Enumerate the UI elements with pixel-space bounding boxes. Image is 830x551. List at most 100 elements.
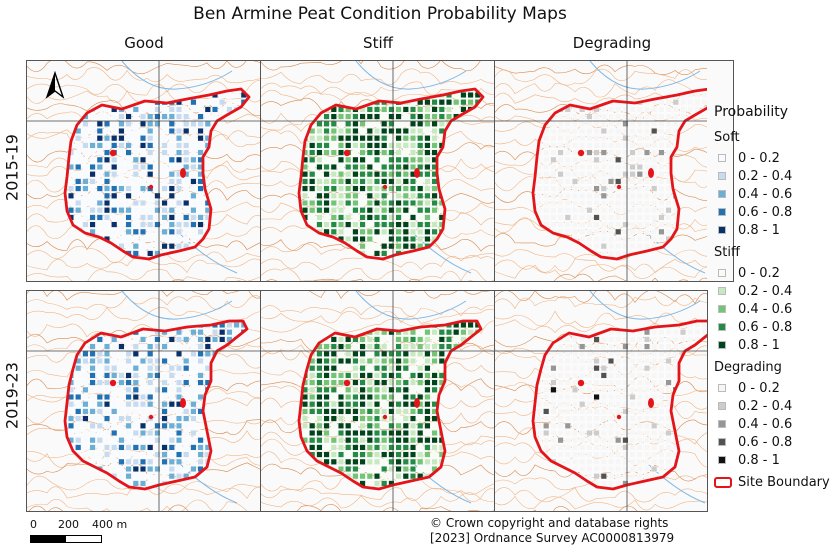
lochan-marker: [109, 149, 117, 157]
legend-title: Probability: [714, 104, 789, 120]
copyright-line-1: © Crown copyright and database rights: [430, 516, 669, 530]
legend-group-stiff: Stiff: [714, 245, 740, 260]
lochan-marker: [148, 184, 154, 190]
legend-range-label: 0 - 0.2: [738, 380, 780, 396]
legend-swatch: [718, 384, 726, 392]
lochan-marker: [648, 398, 654, 408]
legend-item-soft-1: 0.2 - 0.4: [714, 167, 830, 185]
legend-range-label: 0.2 - 0.4: [738, 168, 793, 184]
site-boundary: [297, 319, 483, 491]
lochan-marker: [648, 168, 654, 178]
lochan-marker: [577, 149, 585, 157]
legend-swatch: [718, 190, 726, 198]
legend-swatch: [718, 323, 726, 331]
lochan-marker: [343, 379, 351, 387]
stream-line: [121, 291, 233, 320]
legend-swatch: [718, 269, 726, 277]
legend-swatch: [718, 341, 726, 349]
site-boundary: [531, 87, 707, 261]
stream-line: [355, 61, 467, 90]
column-header-stiff: Stiff: [363, 34, 393, 52]
lochan-marker: [577, 379, 585, 387]
legend-range-label: 0.4 - 0.6: [738, 186, 793, 202]
copyright-line-2: [2023] Ordnance Survey AC0000813979: [430, 531, 675, 545]
legend-group-degrading: Degrading: [714, 360, 782, 375]
stream-line: [121, 61, 233, 90]
row-header-2015-19: 2015-19: [2, 134, 22, 201]
map-panel-degrading-2019-23[interactable]: [494, 290, 708, 512]
legend-range-label: 0.2 - 0.4: [738, 398, 793, 414]
copyright-notice: © Crown copyright and database rights [2…: [430, 516, 674, 546]
site-boundary-swatch: [714, 476, 732, 488]
stream-line: [589, 61, 701, 90]
lochan-marker: [382, 414, 388, 420]
column-header-degrading: Degrading: [572, 34, 652, 52]
legend-range-label: 0.8 - 1: [738, 222, 780, 238]
lochan-marker: [148, 414, 154, 420]
site-boundary: [63, 319, 249, 491]
legend-item-degrading-3: 0.6 - 0.8: [714, 433, 830, 451]
legend-item-soft-4: 0.8 - 1: [714, 221, 830, 239]
legend-range-label: 0.8 - 1: [738, 452, 780, 468]
legend-range-label: 0 - 0.2: [738, 265, 780, 281]
column-header-good: Good: [124, 34, 164, 52]
lochan-marker: [382, 184, 388, 190]
stream-line: [410, 230, 472, 274]
legend-range-label: 0.6 - 0.8: [738, 434, 793, 450]
legend-item-stiff-4: 0.8 - 1: [714, 336, 830, 354]
legend-item-site-boundary: Site Boundary: [714, 473, 830, 491]
map-panel-stiff-2015-19[interactable]: [260, 60, 500, 282]
lochan-marker: [343, 149, 351, 157]
legend-swatch: [718, 172, 726, 180]
stream-line: [355, 291, 467, 320]
lochan-marker: [109, 379, 117, 387]
legend-range-label: 0.2 - 0.4: [738, 283, 793, 299]
legend-swatch: [718, 456, 726, 464]
scale-bar-black-segment: [31, 536, 66, 542]
row-header-2019-23: 2019-23: [2, 362, 22, 429]
legend-item-degrading-0: 0 - 0.2: [714, 379, 830, 397]
legend-item-soft-3: 0.6 - 0.8: [714, 203, 830, 221]
map-panel-degrading-2015-19[interactable]: [494, 60, 734, 282]
site-boundary: [297, 87, 485, 261]
legend-site-boundary-label: Site Boundary: [738, 474, 830, 490]
stream-line: [589, 291, 701, 320]
lochan-marker: [414, 168, 420, 178]
stream-line: [410, 460, 472, 504]
lochan-marker: [180, 398, 186, 408]
legend-range-label: 0.6 - 0.8: [738, 319, 793, 335]
legend-range-label: 0.8 - 1: [738, 337, 780, 353]
legend-item-degrading-4: 0.8 - 1: [714, 451, 830, 469]
legend-group-soft: Soft: [714, 130, 740, 145]
lochan-marker: [616, 184, 622, 190]
legend-range-label: 0 - 0.2: [738, 150, 780, 166]
scale-label-0: 0: [30, 518, 37, 531]
legend: Probability Soft 0 - 0.2 0.2 - 0.4 0.4 - 0.…: [714, 104, 830, 491]
legend-item-soft-0: 0 - 0.2: [714, 149, 830, 167]
legend-range-label: 0.4 - 0.6: [738, 301, 793, 317]
map-panel-good-2019-23[interactable]: [26, 290, 266, 512]
legend-range-label: 0.4 - 0.6: [738, 416, 793, 432]
scale-bar: 0 200 400 m: [30, 518, 170, 543]
legend-swatch: [718, 208, 726, 216]
north-arrow-icon: [45, 70, 65, 99]
legend-swatch: [718, 154, 726, 162]
legend-item-degrading-1: 0.2 - 0.4: [714, 397, 830, 415]
site-boundary: [531, 319, 707, 491]
map-title: Ben Armine Peat Condition Probability Ma…: [193, 4, 567, 24]
lochan-marker: [180, 168, 186, 178]
legend-swatch: [718, 226, 726, 234]
probability-grid: [65, 322, 247, 489]
stream-line: [644, 230, 706, 274]
map-panel-good-2015-19[interactable]: [26, 60, 266, 282]
stream-line: [644, 460, 706, 504]
legend-swatch: [718, 402, 726, 410]
stream-line: [176, 460, 238, 504]
legend-item-soft-2: 0.4 - 0.6: [714, 185, 830, 203]
legend-swatch: [718, 438, 726, 446]
scale-label-200: 200: [58, 518, 79, 531]
legend-swatch: [718, 420, 726, 428]
legend-item-stiff-0: 0 - 0.2: [714, 264, 830, 282]
lochan-marker: [616, 414, 622, 420]
map-panel-stiff-2019-23[interactable]: [260, 290, 500, 512]
